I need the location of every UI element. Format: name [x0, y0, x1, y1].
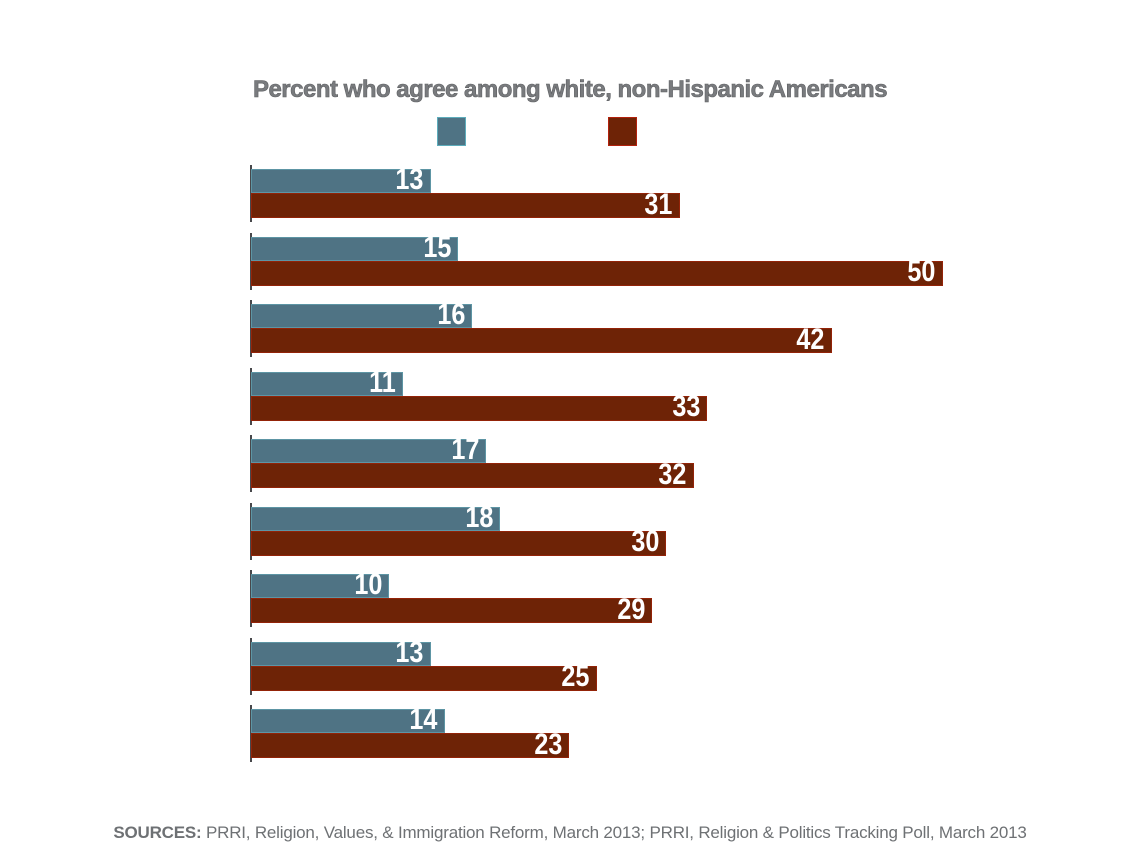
red-series-bar: 29	[251, 594, 653, 624]
bar-value-label: 11	[369, 365, 397, 399]
bar-value-label: 23	[534, 727, 563, 761]
bar-value-label: 30	[630, 524, 659, 558]
blue-series-bar: 17	[251, 434, 487, 464]
bar-value-label: 42	[796, 322, 825, 356]
bar-value-label: 50	[907, 254, 936, 288]
bar-value-label: 18	[464, 500, 493, 534]
bar-value-label: 17	[451, 432, 480, 466]
blue-series-bar: 10	[251, 569, 390, 599]
red-series-bar: 42	[251, 324, 832, 354]
legend	[0, 117, 1140, 148]
blue-series-bar: 16	[251, 299, 473, 329]
red-series-bar: 31	[251, 189, 680, 219]
blue-series-bar: 11	[251, 367, 404, 397]
red-series-bar: 50	[251, 256, 943, 286]
blue-series-bar: 13	[251, 164, 431, 194]
bar-value-label: 32	[658, 457, 687, 491]
blue-series-bar: 18	[251, 502, 500, 532]
bar-value-label: 13	[395, 635, 424, 669]
bar-value-label: 14	[409, 702, 438, 736]
legend-swatch-red	[608, 117, 637, 146]
bar-value-label: 25	[561, 659, 590, 693]
red-series-bar: 32	[251, 459, 694, 489]
red-series-bar: 25	[251, 661, 597, 691]
bar-value-label: 15	[423, 230, 452, 264]
blue-series-bar: 13	[251, 637, 431, 667]
bar-value-label: 31	[644, 187, 673, 221]
red-series-bar: 33	[251, 391, 708, 421]
bar-value-label: 13	[395, 162, 424, 196]
red-series-bar: 23	[251, 729, 570, 759]
sources-line: SOURCES: PRRI, Religion, Values, & Immig…	[0, 823, 1140, 843]
bar-value-label: 33	[672, 389, 701, 423]
bar-value-label: 10	[354, 567, 383, 601]
bar-value-label: 29	[617, 592, 646, 626]
bar-value-label: 16	[437, 297, 466, 331]
blue-series-bar: 15	[251, 232, 459, 262]
legend-swatch-blue	[437, 117, 466, 146]
sources-text: PRRI, Religion, Values, & Immigration Re…	[201, 823, 1027, 842]
sources-label: SOURCES:	[113, 823, 202, 842]
blue-series-bar: 14	[251, 704, 445, 734]
red-series-bar: 30	[251, 526, 666, 556]
chart-title: Percent who agree among white, non-Hispa…	[252, 76, 888, 104]
